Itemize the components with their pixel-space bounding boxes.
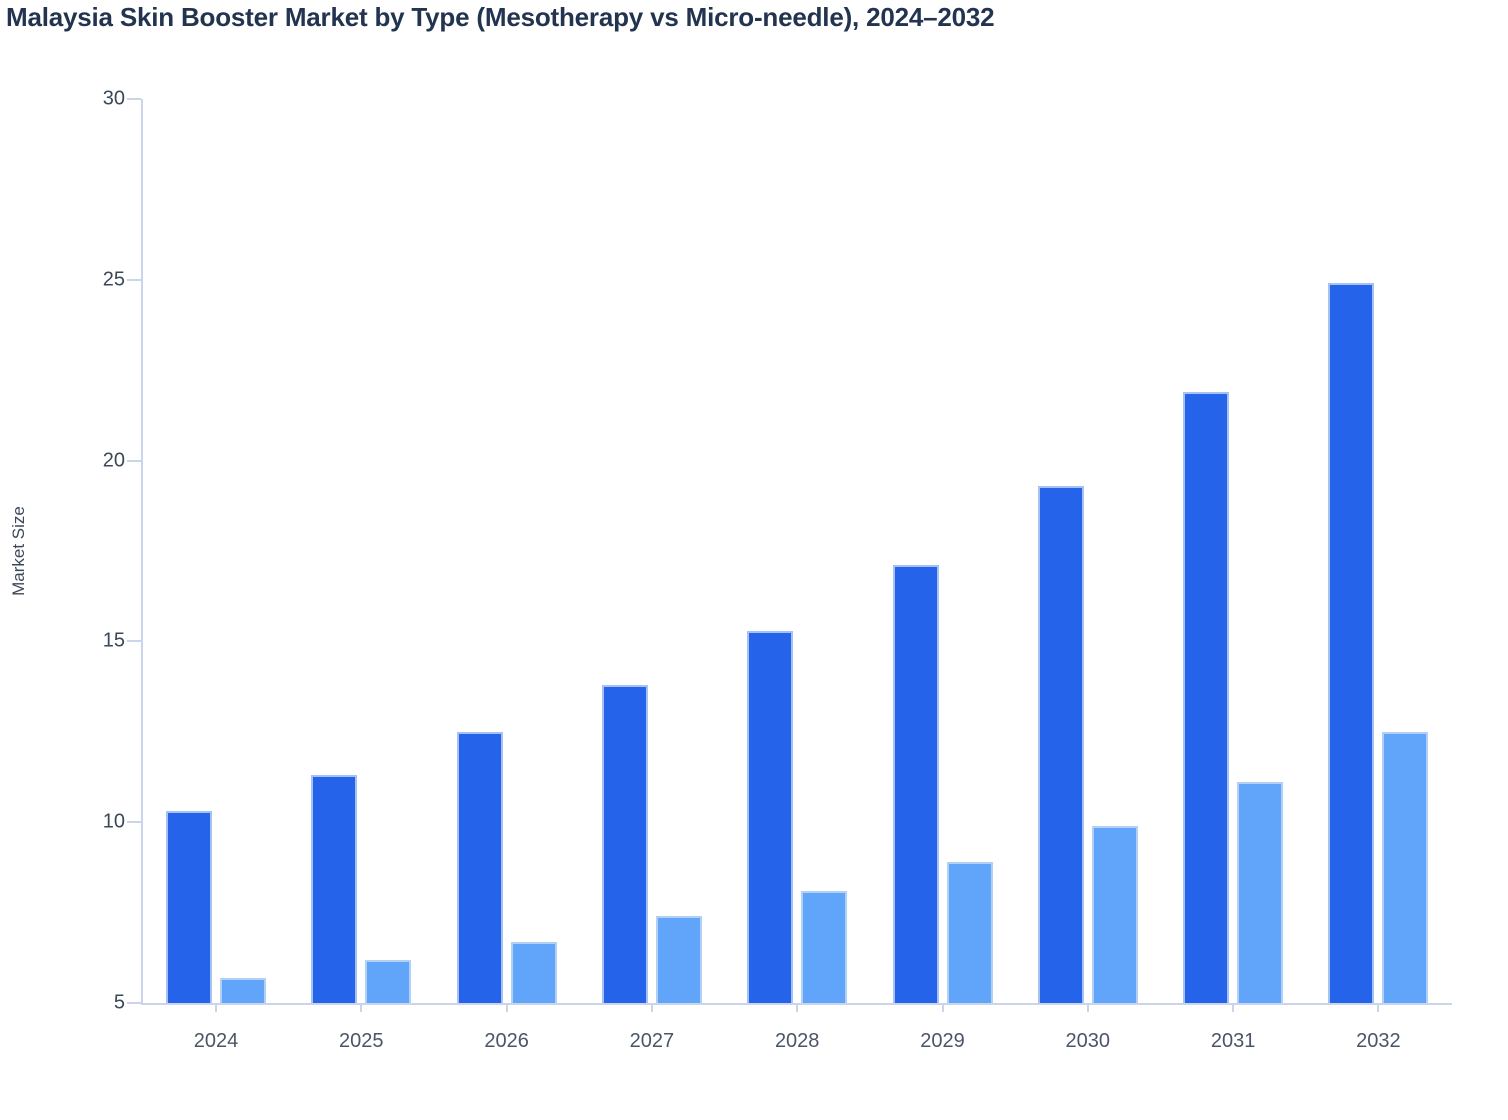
x-axis-tick bbox=[360, 1003, 363, 1012]
y-axis-tick bbox=[127, 459, 141, 462]
x-axis-tick bbox=[1232, 1003, 1235, 1012]
x-axis-tick bbox=[505, 1003, 508, 1012]
y-axis-tick bbox=[127, 278, 141, 281]
bar-micro-needle-2024 bbox=[220, 977, 266, 1003]
x-axis-label: 2030 bbox=[1065, 1030, 1111, 1052]
y-axis-title: Market Size bbox=[9, 506, 28, 596]
bar-micro-needle-2032 bbox=[1382, 731, 1429, 1003]
bar-micro-needle-2030 bbox=[1091, 825, 1138, 1003]
bar-mesotherapy-2032 bbox=[1328, 283, 1375, 1003]
plot-area: 5 10 15 20 25 30 2024 2025 2026 2027 2028 2029 2030 2… bbox=[103, 88, 1452, 1052]
x-axis-label: 2026 bbox=[484, 1030, 529, 1052]
bar-mesotherapy-2024 bbox=[166, 811, 212, 1003]
bar-micro-needle-2026 bbox=[510, 941, 557, 1003]
x-axis-tick bbox=[941, 1003, 944, 1012]
x-axis-tick bbox=[1086, 1003, 1089, 1012]
x-axis-tick bbox=[650, 1003, 653, 1012]
bar-micro-needle-2028 bbox=[801, 890, 848, 1003]
bar-mesotherapy-2026 bbox=[456, 731, 503, 1003]
bar-mesotherapy-2027 bbox=[601, 684, 648, 1003]
y-axis-tick bbox=[127, 640, 141, 643]
x-axis-tick bbox=[1377, 1003, 1380, 1012]
bar-mesotherapy-2029 bbox=[892, 565, 939, 1003]
y-axis-tick bbox=[127, 821, 141, 824]
y-axis-tick bbox=[127, 98, 141, 101]
y-axis-tick-label: 5 bbox=[113, 991, 125, 1014]
bar-micro-needle-2031 bbox=[1237, 782, 1284, 1003]
x-axis-label: 2028 bbox=[774, 1030, 820, 1052]
x-axis-label: 2032 bbox=[1356, 1030, 1401, 1052]
bar-mesotherapy-2025 bbox=[311, 775, 358, 1003]
y-axis-tick-label: 30 bbox=[102, 87, 125, 110]
bar-micro-needle-2025 bbox=[365, 959, 412, 1003]
y-axis-tick bbox=[127, 1002, 141, 1004]
y-axis-tick-label: 10 bbox=[102, 810, 125, 833]
x-axis-label: 2027 bbox=[629, 1030, 675, 1052]
x-axis-tick bbox=[796, 1003, 799, 1012]
x-axis-label: 2024 bbox=[193, 1030, 239, 1052]
y-axis-tick-label: 20 bbox=[102, 449, 125, 472]
y-axis-tick-label: 25 bbox=[102, 268, 125, 291]
x-axis-label: 2029 bbox=[920, 1030, 965, 1052]
chart-title: Malaysia Skin Booster Market by Type (Me… bbox=[6, 2, 995, 32]
x-axis-label: 2025 bbox=[339, 1030, 384, 1052]
x-axis-tick bbox=[215, 1003, 217, 1012]
bar-micro-needle-2027 bbox=[655, 916, 702, 1003]
bar-mesotherapy-2028 bbox=[747, 630, 794, 1003]
bar-mesotherapy-2030 bbox=[1037, 485, 1084, 1003]
bar-mesotherapy-2031 bbox=[1183, 391, 1230, 1003]
bar-micro-needle-2029 bbox=[946, 861, 993, 1003]
y-axis-tick-label: 15 bbox=[102, 629, 125, 652]
x-axis-label: 2031 bbox=[1210, 1030, 1256, 1052]
